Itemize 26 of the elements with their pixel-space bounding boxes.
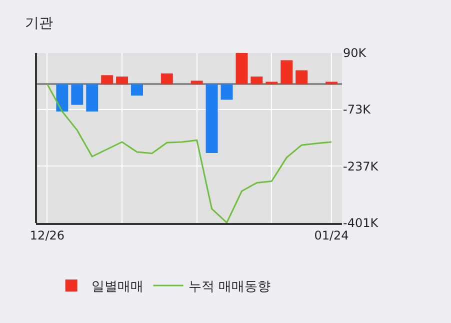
bar: [296, 70, 308, 84]
line-series: [46, 83, 332, 223]
bar: [266, 82, 278, 84]
bar: [71, 84, 84, 105]
y-tick-label: 90K: [343, 46, 368, 60]
bar: [206, 84, 218, 154]
bar: [101, 75, 114, 84]
bar: [131, 84, 143, 96]
y-tick-label: -73K: [343, 102, 372, 117]
bar: [326, 82, 338, 84]
chart-title: 기관: [24, 16, 53, 32]
bar: [160, 73, 173, 84]
legend-label: 일별매매: [91, 280, 144, 295]
x-tick-label: 01/24: [314, 228, 349, 242]
bar: [190, 80, 203, 84]
y-tick-label: -237K: [343, 159, 380, 174]
y-tick-label: -401K: [343, 216, 380, 230]
bar: [236, 53, 248, 84]
bar: [86, 84, 98, 112]
bar: [250, 76, 263, 84]
bar: [56, 84, 68, 112]
legend-label: 누적 매매동향: [188, 280, 270, 295]
bar: [220, 84, 233, 100]
bar: [116, 76, 128, 84]
x-tick-label: 12/26: [30, 228, 65, 242]
bar: [280, 60, 293, 84]
